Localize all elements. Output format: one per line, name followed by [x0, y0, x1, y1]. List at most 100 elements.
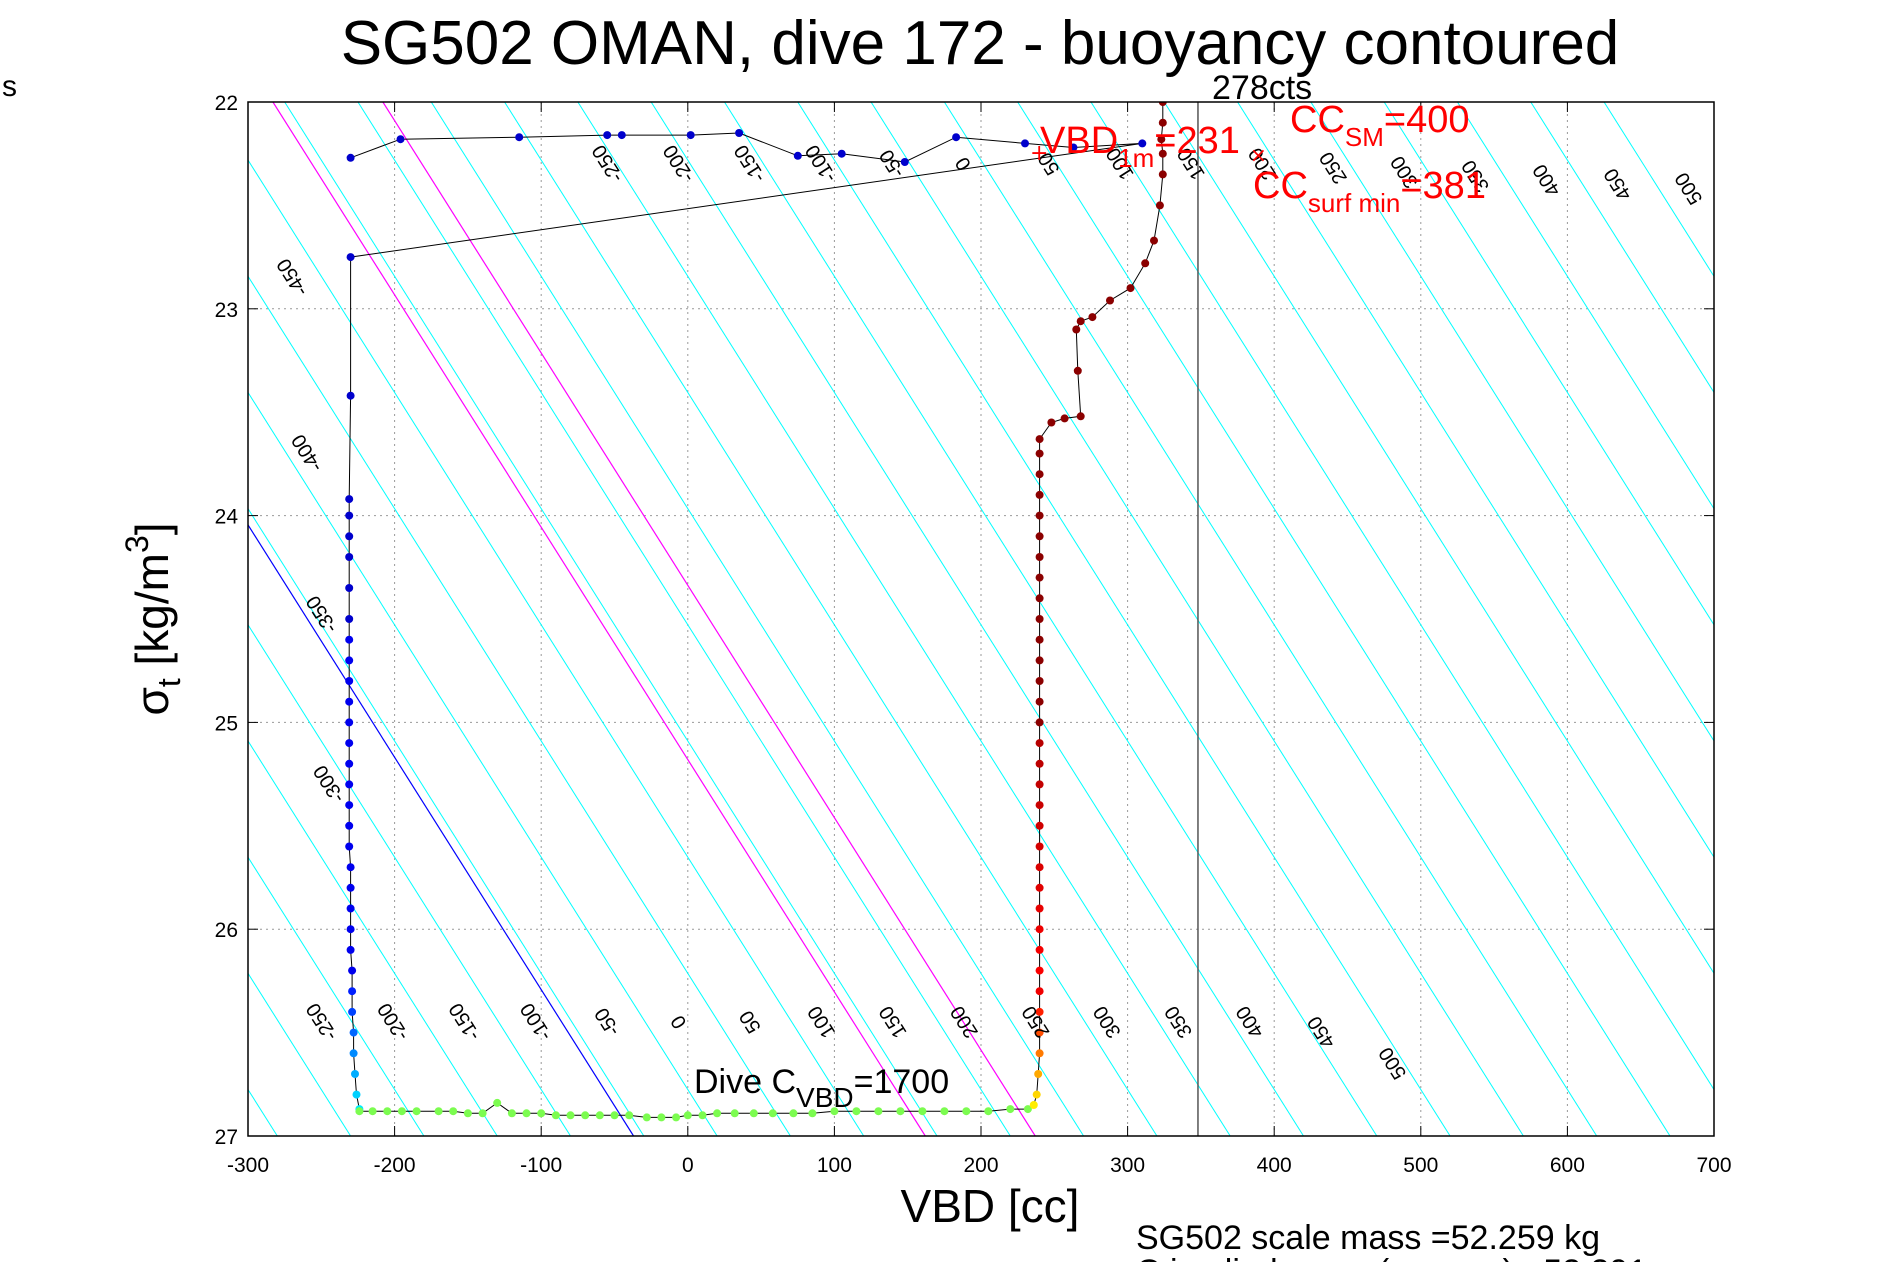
data-point-dive: [345, 584, 354, 592]
cts-label: 278cts: [1212, 69, 1312, 107]
data-point-bottom: [874, 1107, 883, 1116]
contour-line: [248, 275, 791, 1136]
y-label-close: ]: [126, 522, 178, 535]
data-point-climb: [1035, 635, 1044, 644]
data-point-bottom: [698, 1111, 707, 1120]
data-point-bottom: [566, 1111, 575, 1120]
data-point-bottom: [493, 1098, 502, 1107]
data-point-dive: [345, 615, 354, 623]
data-point-dive: [345, 821, 354, 830]
data-point-bottom: [551, 1111, 560, 1120]
contour-line: [1017, 102, 1671, 1136]
data-point-bottom: [368, 1107, 377, 1116]
contour-line: [1603, 102, 1714, 278]
dive-c-label: Dive CVBD=1700: [694, 1063, 949, 1113]
contour-line: [724, 102, 1378, 1136]
y-label-rest: [kg/m: [126, 553, 178, 678]
series-line-climb: [1033, 102, 1164, 1106]
data-point-climb: [1141, 259, 1150, 268]
contour-label-top: 400: [1529, 160, 1565, 200]
data-point-climb: [1035, 883, 1044, 892]
y-tick-label: 22: [215, 92, 238, 115]
y-tick-label: 26: [215, 919, 238, 942]
data-point-climb: [1126, 284, 1135, 293]
data-point-dive: [346, 391, 355, 400]
contour-label-bottom: 450: [1303, 1012, 1339, 1052]
data-point-dive: [345, 532, 354, 541]
contour-label-bottom: 200: [946, 1002, 982, 1042]
contour-line: [650, 102, 1304, 1136]
y-label-sup: 3: [119, 535, 155, 553]
data-point-dive: [348, 1007, 357, 1016]
data-point-bottom: [383, 1107, 392, 1116]
contour-line: [797, 102, 1451, 1136]
data-point-climb: [1035, 677, 1044, 685]
contour-line: [1383, 102, 1714, 626]
data-point-climb: [1060, 414, 1069, 423]
data-point-climb: [1076, 412, 1085, 421]
dive-c-main: Dive C: [694, 1063, 796, 1101]
data-point-bottom: [768, 1109, 777, 1118]
y-tick-label: 23: [215, 299, 238, 322]
data-point-bottom: [449, 1107, 458, 1116]
x-tick-label: 300: [1110, 1154, 1145, 1177]
grid-lines: [248, 102, 1714, 1136]
data-point-dive: [346, 945, 355, 954]
data-point-climb: [1035, 573, 1044, 582]
data-point-bottom: [507, 1109, 516, 1118]
magenta-reference-line: [272, 102, 926, 1136]
data-point-bottom: [397, 1107, 406, 1116]
data-point-dive: [345, 511, 354, 520]
data-point-dive: [1069, 143, 1078, 152]
data-point-dive: [345, 656, 354, 665]
data-point-dive: [351, 1070, 359, 1078]
contour-line: [577, 102, 1231, 1136]
y-tick-label: 24: [215, 506, 239, 529]
data-point-dive: [345, 801, 354, 810]
data-point-climb: [1035, 821, 1044, 830]
data-point-climb: [1035, 656, 1044, 665]
dive-c-val: =1700: [854, 1063, 950, 1101]
data-point-dive: [345, 739, 354, 748]
data-point-climb: [1035, 553, 1044, 561]
data-point-climb: [1035, 594, 1044, 603]
data-point-climb: [1157, 135, 1166, 144]
data-point-dive: [686, 131, 695, 140]
contour-line: [430, 102, 1085, 1136]
x-tick-label: 0: [682, 1154, 694, 1177]
data-point-climb: [1155, 201, 1164, 210]
contour-label-left: -450: [273, 254, 313, 300]
x-tick-label: 500: [1403, 1154, 1438, 1177]
vbd-1m-val: =231: [1154, 120, 1240, 162]
data-point-dive: [348, 966, 357, 975]
cc-sm-val: =400: [1384, 99, 1470, 141]
y-label-sigma: σ: [126, 687, 178, 715]
x-tick-label: 700: [1696, 1154, 1731, 1177]
data-point-bottom: [896, 1107, 905, 1116]
chart-title: SG502 OMAN, dive 172 - buoyancy contoure…: [341, 9, 1620, 78]
cc-surf-sub: surf min: [1308, 188, 1400, 218]
data-point-climb: [1035, 490, 1044, 499]
zero-buoyancy-line: [248, 523, 635, 1136]
data-point-climb: [1035, 842, 1044, 851]
data-point-climb: [1150, 236, 1158, 245]
data-point-bottom: [683, 1111, 692, 1120]
contour-label-bottom: 500: [1375, 1043, 1411, 1083]
data-point-climb: [1035, 904, 1044, 913]
data-point-bottom: [610, 1111, 619, 1120]
data-point-bottom: [789, 1109, 798, 1118]
data-point-dive: [515, 133, 524, 142]
data-point-climb: [1047, 418, 1056, 427]
data-point-climb: [1035, 449, 1044, 458]
x-tick-label: 100: [817, 1154, 852, 1177]
contour-label-bottom: -150: [445, 999, 485, 1045]
contour-line: [1163, 102, 1714, 975]
data-point-climb: [1072, 325, 1081, 334]
contour-line: [1090, 102, 1714, 1091]
data-point-climb: [1032, 1090, 1041, 1099]
contour-label-bottom: 250: [1018, 1002, 1054, 1042]
data-point-bottom: [642, 1113, 651, 1122]
cc-surf-main: CC: [1253, 165, 1308, 207]
data-point-dive: [345, 759, 354, 768]
